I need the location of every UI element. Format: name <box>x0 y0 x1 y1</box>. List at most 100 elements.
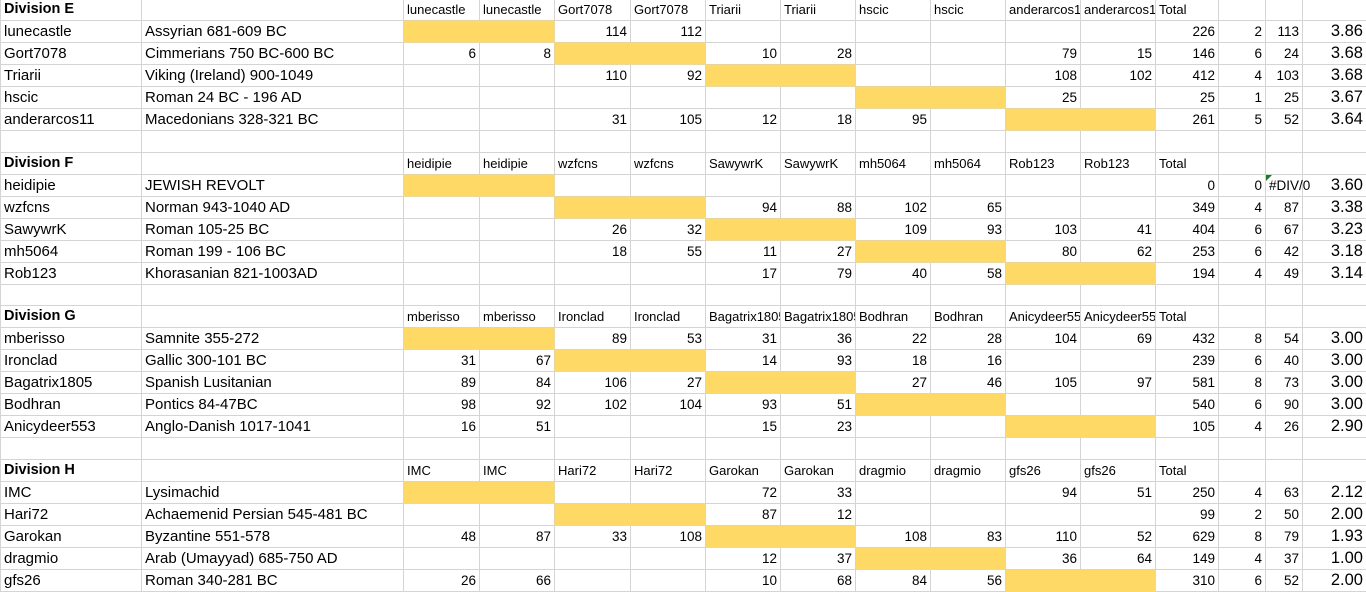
score-cell[interactable] <box>1006 174 1081 196</box>
empty-cell[interactable] <box>1303 152 1366 174</box>
opponent-column-header[interactable]: Ironclad <box>555 306 631 328</box>
empty-cell[interactable] <box>142 131 404 153</box>
self-match-cell[interactable] <box>480 481 555 503</box>
division-title[interactable]: Division E <box>1 0 142 21</box>
self-match-cell[interactable] <box>706 218 781 240</box>
games-cell[interactable]: 6 <box>1219 218 1266 240</box>
score-cell[interactable] <box>1081 174 1156 196</box>
games-cell[interactable]: 6 <box>1219 394 1266 416</box>
games-cell[interactable]: 4 <box>1219 262 1266 284</box>
score-cell[interactable] <box>555 416 631 438</box>
army-cell[interactable]: Byzantine 551-578 <box>142 525 404 547</box>
rating-cell[interactable]: 3.68 <box>1303 65 1366 87</box>
army-cell[interactable]: Khorasanian 821-1003AD <box>142 262 404 284</box>
army-cell[interactable]: Gallic 300-101 BC <box>142 350 404 372</box>
score-cell[interactable]: 55 <box>631 240 706 262</box>
army-cell[interactable]: Norman 943-1040 AD <box>142 196 404 218</box>
total-cell[interactable]: 540 <box>1156 394 1219 416</box>
score-cell[interactable] <box>631 481 706 503</box>
empty-cell[interactable] <box>1219 0 1266 21</box>
score-cell[interactable] <box>856 481 931 503</box>
self-match-cell[interactable] <box>931 547 1006 569</box>
self-match-cell[interactable] <box>480 328 555 350</box>
games-cell[interactable]: 0 <box>1219 174 1266 196</box>
score-cell[interactable]: 51 <box>480 416 555 438</box>
opponent-column-header[interactable]: dragmio <box>856 459 931 481</box>
self-match-cell[interactable] <box>404 174 480 196</box>
score-cell[interactable] <box>404 109 480 131</box>
self-match-cell[interactable] <box>555 350 631 372</box>
score-cell[interactable]: 94 <box>706 196 781 218</box>
score-cell[interactable] <box>931 109 1006 131</box>
score-cell[interactable]: 93 <box>706 394 781 416</box>
player-name-cell[interactable]: mberisso <box>1 328 142 350</box>
score-cell[interactable]: 112 <box>631 21 706 43</box>
total-column-header[interactable]: Total <box>1156 0 1219 21</box>
player-name-cell[interactable]: lunecastle <box>1 21 142 43</box>
score-cell[interactable]: 104 <box>631 394 706 416</box>
score-cell[interactable]: 69 <box>1081 328 1156 350</box>
empty-cell[interactable] <box>856 131 931 153</box>
score-cell[interactable] <box>480 109 555 131</box>
score-cell[interactable]: 18 <box>555 240 631 262</box>
empty-cell[interactable] <box>1266 284 1303 306</box>
self-match-cell[interactable] <box>856 240 931 262</box>
opponent-column-header[interactable]: Triarii <box>781 0 856 21</box>
opponent-column-header[interactable]: Bodhran <box>931 306 1006 328</box>
army-cell[interactable]: Roman 24 BC - 196 AD <box>142 87 404 109</box>
total-cell[interactable]: 194 <box>1156 262 1219 284</box>
opponent-column-header[interactable]: mh5064 <box>931 152 1006 174</box>
army-cell[interactable]: Assyrian 681-609 BC <box>142 21 404 43</box>
opponent-column-header[interactable]: hscic <box>931 0 1006 21</box>
self-match-cell[interactable] <box>706 525 781 547</box>
opponent-column-header[interactable]: Garokan <box>706 459 781 481</box>
self-match-cell[interactable] <box>856 547 931 569</box>
total-cell[interactable]: 239 <box>1156 350 1219 372</box>
opponent-column-header[interactable]: hscic <box>856 0 931 21</box>
average-cell[interactable]: 63 <box>1266 481 1303 503</box>
score-cell[interactable] <box>1006 196 1081 218</box>
empty-cell[interactable] <box>1219 152 1266 174</box>
rating-cell[interactable]: 1.00 <box>1303 547 1366 569</box>
score-cell[interactable]: 28 <box>931 328 1006 350</box>
player-name-cell[interactable]: wzfcns <box>1 196 142 218</box>
opponent-column-header[interactable]: Triarii <box>706 0 781 21</box>
score-cell[interactable]: 31 <box>706 328 781 350</box>
score-cell[interactable] <box>706 21 781 43</box>
rating-cell[interactable]: 3.18 <box>1303 240 1366 262</box>
player-name-cell[interactable]: Hari72 <box>1 503 142 525</box>
average-cell[interactable]: 42 <box>1266 240 1303 262</box>
self-match-cell[interactable] <box>1081 109 1156 131</box>
empty-cell[interactable] <box>1266 152 1303 174</box>
score-cell[interactable]: 51 <box>1081 481 1156 503</box>
opponent-column-header[interactable]: mh5064 <box>856 152 931 174</box>
opponent-column-header[interactable]: Rob123 <box>1081 152 1156 174</box>
score-cell[interactable]: 97 <box>1081 372 1156 394</box>
self-match-cell[interactable] <box>781 372 856 394</box>
average-cell[interactable]: 90 <box>1266 394 1303 416</box>
score-cell[interactable] <box>555 262 631 284</box>
score-cell[interactable]: 105 <box>631 109 706 131</box>
empty-cell[interactable] <box>631 438 706 460</box>
empty-cell[interactable] <box>1266 0 1303 21</box>
score-cell[interactable] <box>480 503 555 525</box>
empty-cell[interactable] <box>631 284 706 306</box>
score-cell[interactable] <box>631 174 706 196</box>
empty-cell[interactable] <box>142 284 404 306</box>
score-cell[interactable]: 10 <box>706 43 781 65</box>
army-cell[interactable]: Macedonians 328-321 BC <box>142 109 404 131</box>
score-cell[interactable] <box>555 87 631 109</box>
score-cell[interactable]: 108 <box>631 525 706 547</box>
score-cell[interactable] <box>404 262 480 284</box>
self-match-cell[interactable] <box>1006 262 1081 284</box>
score-cell[interactable] <box>931 503 1006 525</box>
opponent-column-header[interactable]: Ironclad <box>631 306 706 328</box>
division-title[interactable]: Division F <box>1 152 142 174</box>
empty-cell[interactable] <box>631 131 706 153</box>
score-cell[interactable] <box>480 87 555 109</box>
rating-cell[interactable]: 3.68 <box>1303 43 1366 65</box>
score-cell[interactable]: 8 <box>480 43 555 65</box>
empty-cell[interactable] <box>142 152 404 174</box>
score-cell[interactable]: 102 <box>1081 65 1156 87</box>
empty-cell[interactable] <box>1006 131 1081 153</box>
